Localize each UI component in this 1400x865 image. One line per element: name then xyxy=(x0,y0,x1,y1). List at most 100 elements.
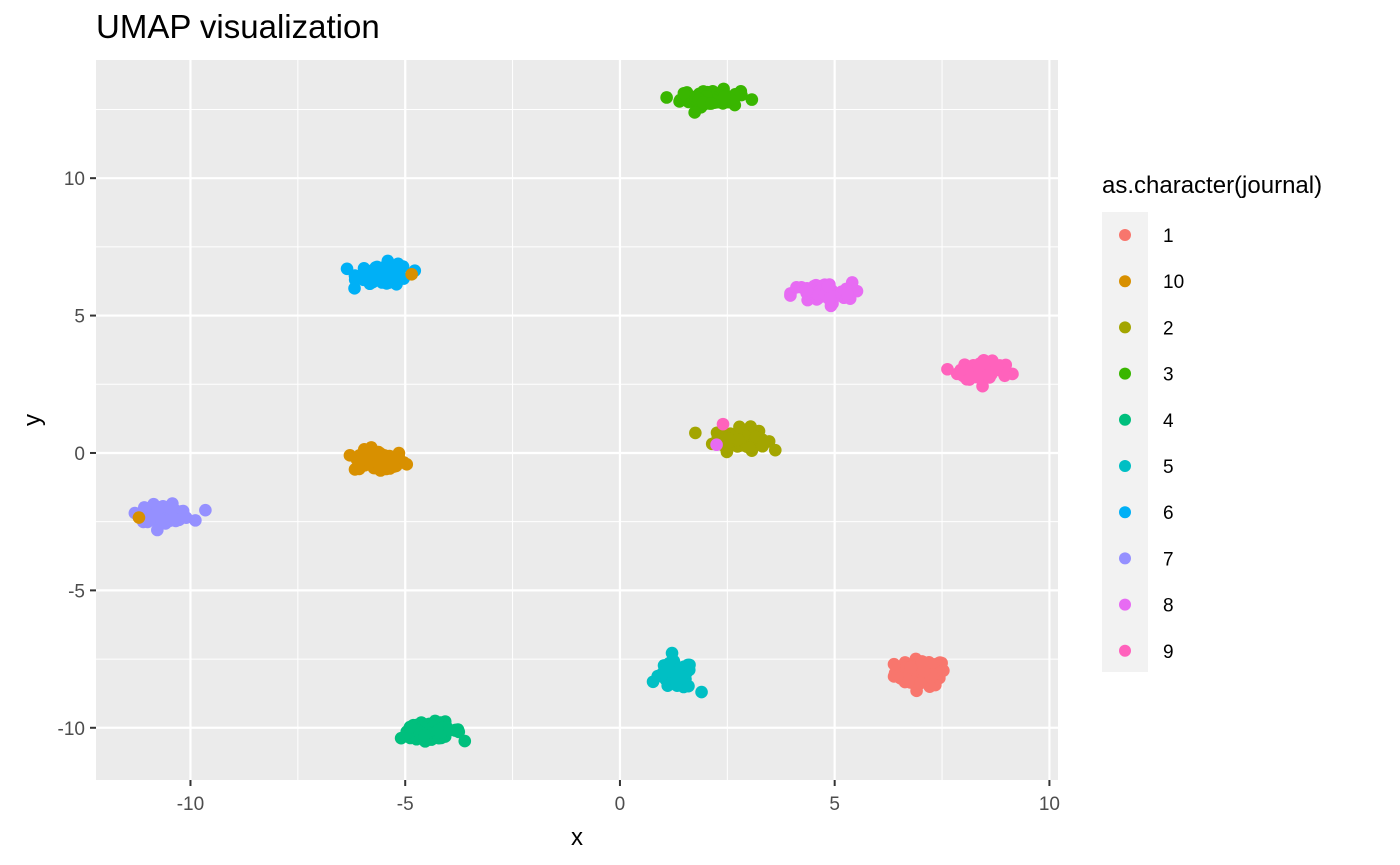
point-journal-5 xyxy=(656,666,670,680)
point-journal-7 xyxy=(167,512,181,525)
y-axis-ticks: -10 -5 0 5 10 xyxy=(58,169,96,740)
point-journal-3 xyxy=(704,97,718,110)
major-gridlines xyxy=(96,60,1058,780)
point-journal-10 xyxy=(405,268,418,281)
point-journal-6 xyxy=(357,262,371,275)
point-journal-8 xyxy=(710,438,723,452)
x-tick-label: 0 xyxy=(615,794,626,815)
point-journal-1 xyxy=(917,664,931,678)
point-journal-2 xyxy=(743,441,756,455)
point-journal-2 xyxy=(733,420,746,434)
legend-key-2 xyxy=(1119,321,1131,334)
point-journal-4 xyxy=(443,723,456,737)
legend-key-6 xyxy=(1119,506,1131,519)
point-journal-6 xyxy=(375,274,389,288)
point-journal-7 xyxy=(137,501,151,514)
point-journal-7 xyxy=(151,523,164,537)
legend-key-9 xyxy=(1119,644,1131,657)
legend-title: as.character(journal) xyxy=(1102,172,1322,199)
point-journal-2 xyxy=(721,432,735,445)
y-axis-title: y xyxy=(19,414,46,426)
point-journal-3 xyxy=(745,93,759,106)
legend-key-8 xyxy=(1119,598,1131,611)
point-journal-10 xyxy=(383,452,396,465)
point-journal-10 xyxy=(132,511,146,524)
x-axis-ticks: -10 -5 0 5 10 xyxy=(177,780,1060,815)
legend-key-background xyxy=(1102,212,1148,672)
point-journal-1 xyxy=(902,674,915,688)
legend: as.character(journal) 1 10 2 3 4 5 6 7 8 9 xyxy=(1102,172,1322,672)
point-journal-4 xyxy=(431,724,445,737)
point-journal-4 xyxy=(418,728,431,742)
point-journal-8 xyxy=(800,283,814,297)
point-journal-6 xyxy=(353,272,366,285)
point-journal-9 xyxy=(941,362,954,376)
legend-label-4: 4 xyxy=(1163,411,1174,432)
point-journal-5 xyxy=(682,679,695,693)
legend-label-3: 3 xyxy=(1163,365,1174,386)
y-tick-label: -10 xyxy=(58,719,85,740)
legend-key-10 xyxy=(1119,275,1131,288)
point-journal-1 xyxy=(904,661,917,674)
x-tick-label: -10 xyxy=(177,794,204,815)
point-journal-10 xyxy=(343,449,357,462)
point-journal-1 xyxy=(915,655,929,668)
point-journal-10 xyxy=(370,449,384,462)
point-journal-6 xyxy=(348,282,361,295)
point-journal-4 xyxy=(403,720,417,734)
point-journal-1 xyxy=(914,676,927,690)
legend-key-3 xyxy=(1119,367,1131,380)
point-journal-3 xyxy=(660,91,673,104)
point-journal-5 xyxy=(662,657,676,670)
point-journal-5 xyxy=(695,685,708,699)
point-journal-7 xyxy=(155,514,169,527)
point-journal-8 xyxy=(821,279,835,293)
point-journal-9 xyxy=(969,370,983,384)
point-journal-6 xyxy=(366,274,379,287)
x-tick-label: -5 xyxy=(397,794,414,815)
point-journal-9 xyxy=(972,359,986,373)
point-journal-6 xyxy=(390,277,403,291)
y-tick-label: -5 xyxy=(68,581,85,602)
point-journal-9 xyxy=(950,367,964,381)
legend-key-5 xyxy=(1119,460,1131,472)
point-journal-7 xyxy=(179,511,193,524)
point-journal-2 xyxy=(757,435,770,448)
point-journal-9 xyxy=(976,379,989,393)
point-journal-7 xyxy=(199,503,212,517)
point-journal-1 xyxy=(937,664,950,677)
legend-label-5: 5 xyxy=(1163,457,1174,478)
point-journal-6 xyxy=(375,265,389,278)
point-journal-3 xyxy=(717,90,731,104)
point-journal-6 xyxy=(394,260,408,274)
point-journal-3 xyxy=(688,106,701,119)
legend-label-1: 1 xyxy=(1163,226,1174,247)
point-journal-5 xyxy=(681,658,695,672)
x-tick-label: 5 xyxy=(829,794,840,815)
legend-label-10: 10 xyxy=(1163,272,1184,293)
legend-label-2: 2 xyxy=(1163,318,1174,339)
chart-title: UMAP visualization xyxy=(96,8,380,45)
point-journal-4 xyxy=(458,734,472,748)
point-journal-9 xyxy=(991,359,1004,373)
point-journal-9 xyxy=(716,417,730,431)
legend-key-4 xyxy=(1119,413,1131,426)
legend-label-8: 8 xyxy=(1163,596,1174,617)
y-tick-label: 0 xyxy=(74,444,85,465)
scatter-points xyxy=(128,82,1019,748)
y-tick-label: 5 xyxy=(74,307,85,328)
legend-key-1 xyxy=(1119,229,1131,241)
point-journal-8 xyxy=(841,287,854,300)
legend-label-9: 9 xyxy=(1163,642,1174,663)
point-journal-2 xyxy=(689,426,702,440)
point-journal-5 xyxy=(646,675,660,689)
point-journal-7 xyxy=(156,500,170,513)
point-journal-3 xyxy=(677,86,691,100)
x-tick-label: 10 xyxy=(1039,794,1060,815)
point-journal-2 xyxy=(768,443,782,457)
point-journal-8 xyxy=(823,292,837,305)
point-journal-10 xyxy=(355,453,368,467)
legend-label-7: 7 xyxy=(1163,549,1174,570)
legend-key-7 xyxy=(1119,552,1131,565)
